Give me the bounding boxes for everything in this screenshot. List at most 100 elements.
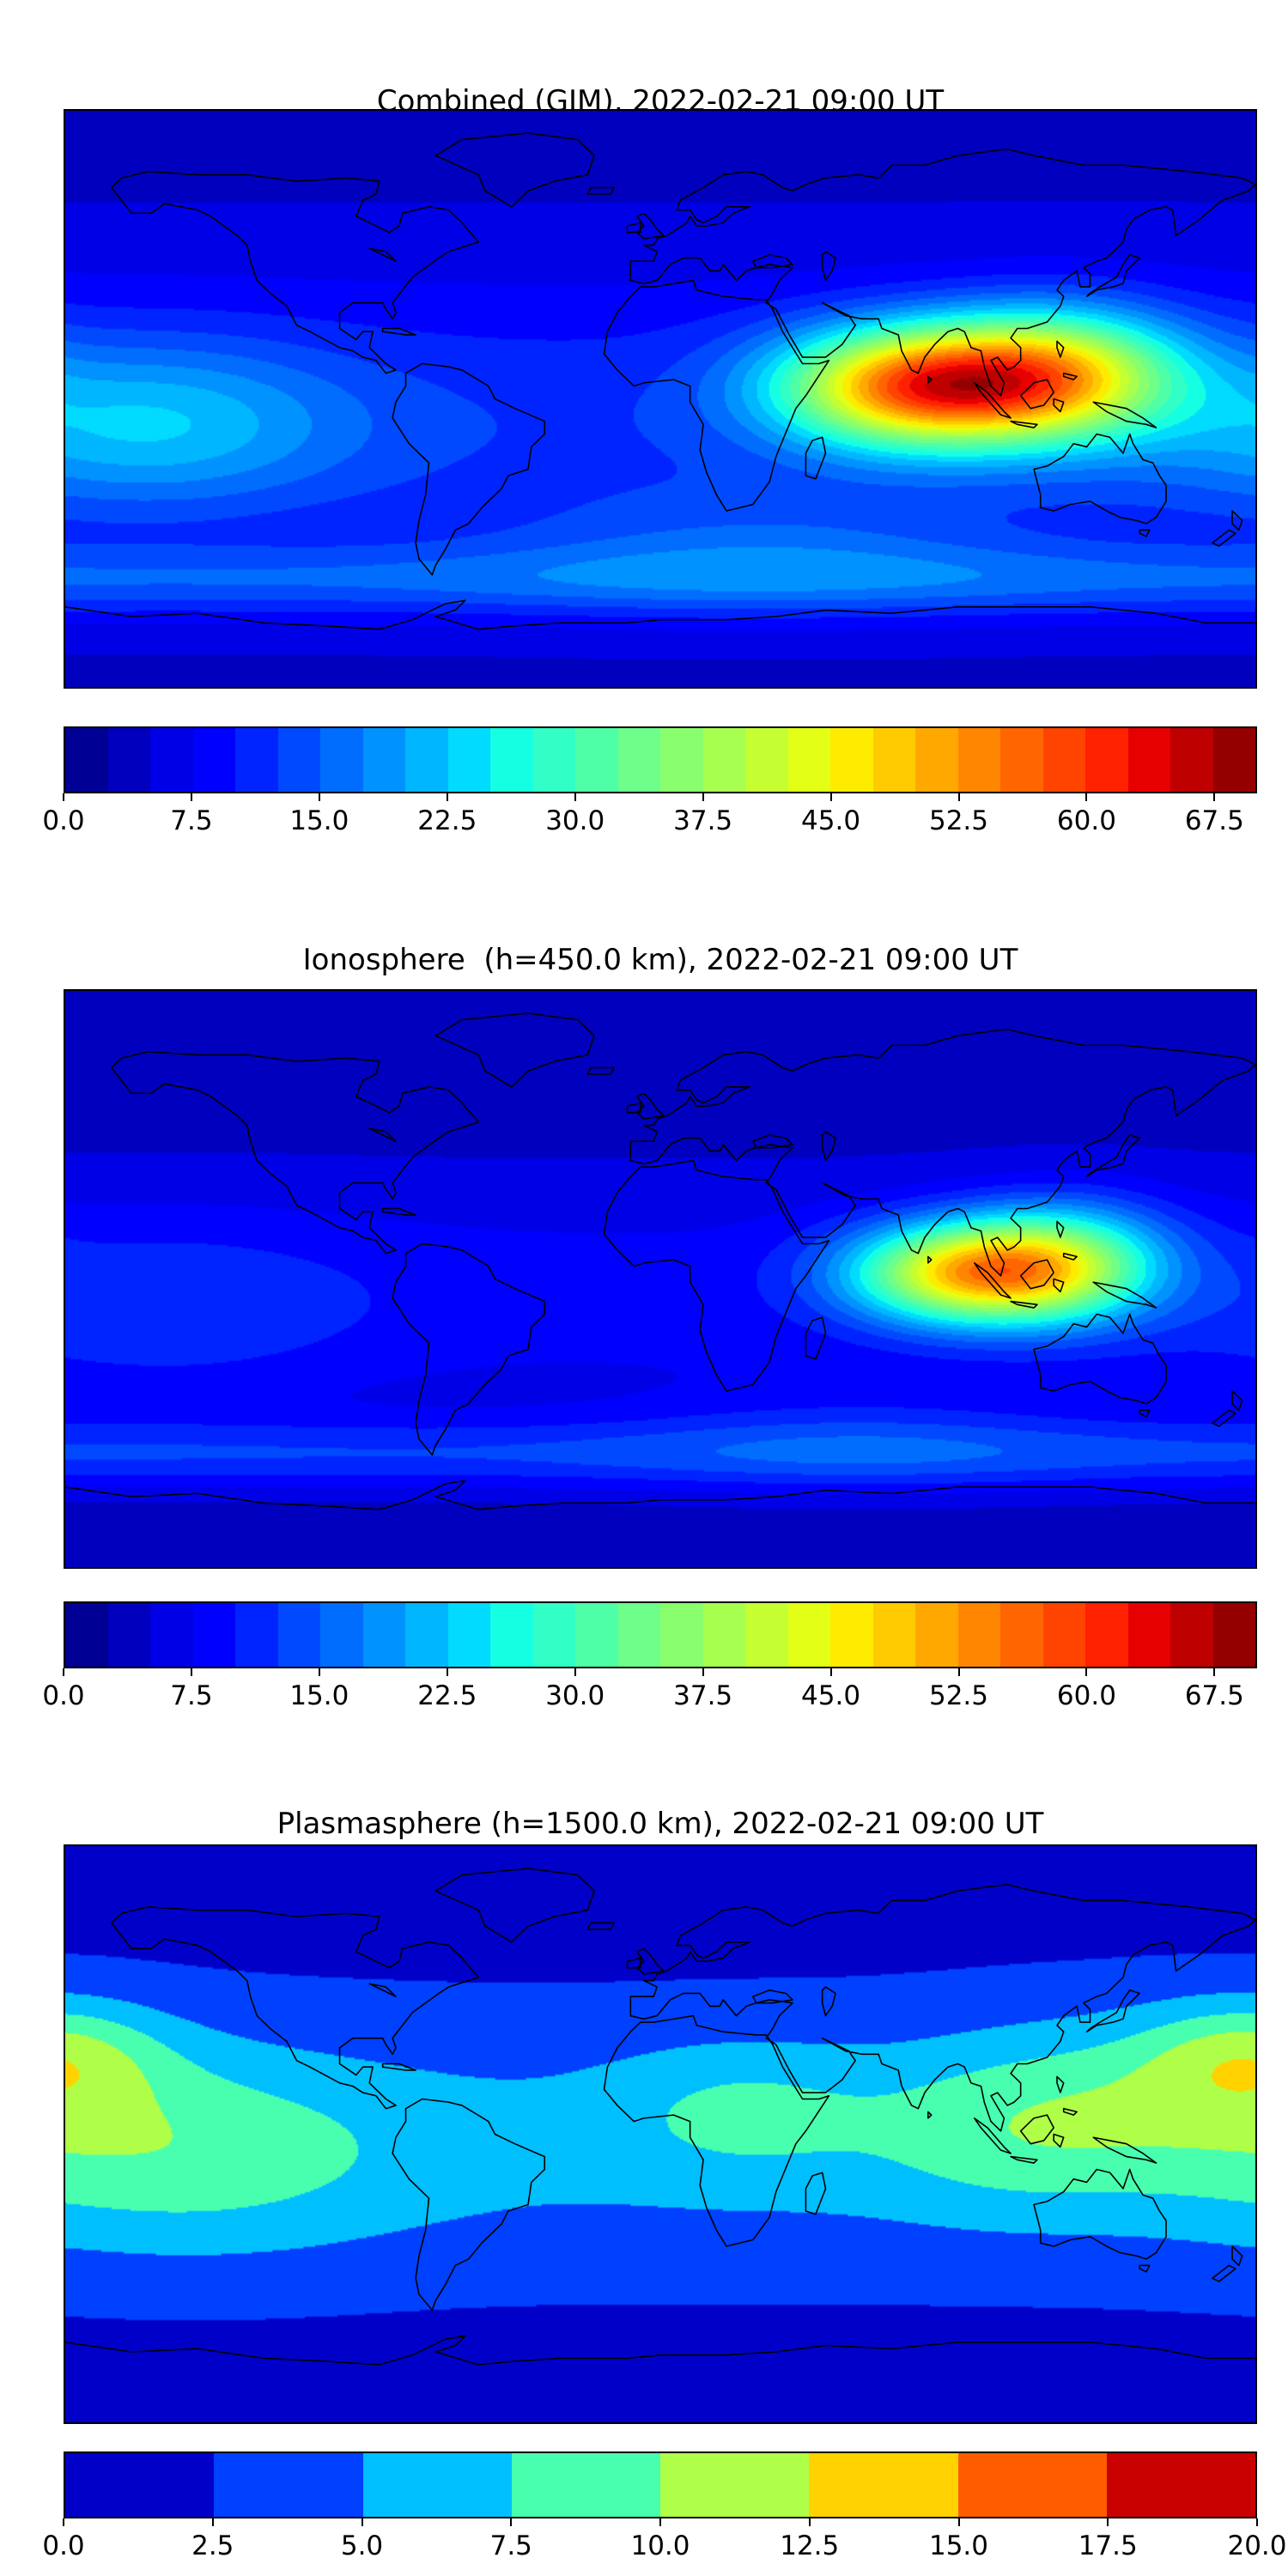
colorbar-tick-label: 7.5 — [170, 805, 213, 836]
colorbar-segment — [1042, 728, 1085, 792]
colorbar-tick-label: 22.5 — [417, 1680, 477, 1711]
colorbar-segment — [192, 728, 235, 792]
colorbar-segment — [235, 1603, 278, 1667]
colorbar-tick-mark — [1256, 2518, 1258, 2526]
world-coastlines — [65, 1846, 1255, 2422]
colorbar-tick-mark — [1085, 793, 1088, 801]
colorbar-segment — [150, 1603, 193, 1667]
colorbar-tick-label: 17.5 — [1078, 2530, 1138, 2561]
colorbar-segment — [660, 1603, 703, 1667]
colorbar-segment — [575, 728, 618, 792]
colorbar-tick-mark — [1107, 2518, 1109, 2526]
tec-map-canvas — [65, 111, 1255, 687]
colorbar-tick-mark — [957, 793, 960, 801]
colorbar-segment — [277, 1603, 320, 1667]
colorbar-tick-labels: 0.0 7.5 15.0 22.5 30.0 37.5 45.0 52.5 60.0 67.5 — [42, 805, 1257, 840]
colorbar-tick-mark — [574, 793, 576, 801]
colorbar-segment — [872, 728, 915, 792]
colorbar-tick-mark — [211, 2518, 214, 2526]
colorbar-segment — [362, 728, 405, 792]
colorbar-segment — [957, 2453, 1107, 2517]
tec-map-canvas — [65, 1846, 1255, 2422]
colorbar-segment — [235, 728, 278, 792]
colorbar-segment — [447, 728, 490, 792]
colorbar-ticks — [63, 793, 1257, 802]
colorbar-tick-label: 30.0 — [545, 805, 605, 836]
panel-title: Plasmasphere (h=1500.0 km), 2022-02-21 0… — [276, 1807, 1044, 1842]
colorbar-ticks — [63, 2518, 1258, 2527]
world-coastlines — [65, 991, 1255, 1567]
colorbar-tick-label: 15.0 — [289, 805, 349, 836]
colorbar-segment — [1127, 728, 1170, 792]
colorbar-segment — [872, 1603, 915, 1667]
colorbar-segment — [745, 1603, 788, 1667]
colorbar-tick-label: 45.0 — [801, 1680, 861, 1711]
colorbar — [64, 1601, 1257, 1668]
colorbar-tick-label: 5.0 — [340, 2530, 384, 2561]
colorbar-tick-mark — [808, 2518, 811, 2526]
colorbar-tick-mark — [659, 2518, 661, 2526]
colorbar-segment — [1212, 1603, 1255, 1667]
colorbar-tick-label: 0.0 — [42, 2530, 85, 2561]
tec-map — [64, 109, 1257, 689]
colorbar-tick-label: 37.5 — [673, 1680, 733, 1711]
colorbar-segment — [320, 1603, 363, 1667]
colorbar-segment — [702, 728, 745, 792]
tec-map-canvas — [65, 991, 1255, 1567]
colorbar-segment — [787, 1603, 830, 1667]
colorbar-tick-mark — [510, 2518, 513, 2526]
colorbar-segment — [1000, 728, 1043, 792]
colorbar-tick-label: 60.0 — [1056, 805, 1116, 836]
colorbar-tick-mark — [63, 2518, 64, 2526]
colorbar-segment — [150, 728, 193, 792]
colorbar-tick-label: 67.5 — [1184, 805, 1244, 836]
colorbar-tick-label: 20.0 — [1227, 2530, 1287, 2561]
colorbar-segment — [660, 728, 703, 792]
colorbar-segment — [511, 2453, 660, 2517]
colorbar-segment — [1170, 1603, 1213, 1667]
colorbar-segment — [660, 2453, 810, 2517]
colorbar-segment — [405, 728, 448, 792]
colorbar-segment — [830, 728, 873, 792]
colorbar-segment — [1085, 1603, 1128, 1667]
colorbar-segment — [490, 728, 533, 792]
colorbar — [64, 726, 1257, 793]
colorbar-segment — [65, 728, 108, 792]
colorbar-segment — [1106, 2453, 1255, 2517]
colorbar-tick-mark — [1085, 1668, 1088, 1676]
colorbar-tick-label: 15.0 — [928, 2530, 989, 2561]
colorbar-tick-label: 0.0 — [42, 805, 85, 836]
colorbar-segment — [575, 1603, 618, 1667]
colorbar-tick-mark — [1213, 1668, 1216, 1676]
colorbar-tick-mark — [318, 1668, 320, 1676]
colorbar-tick-label: 12.5 — [780, 2530, 840, 2561]
colorbar-segment — [1085, 728, 1128, 792]
colorbar-segment — [745, 728, 788, 792]
tec-map — [64, 989, 1257, 1569]
colorbar-segment — [362, 2453, 512, 2517]
colorbar-segment — [915, 1603, 958, 1667]
colorbar-segment — [915, 728, 958, 792]
colorbar-segment — [362, 1603, 405, 1667]
colorbar-segment — [702, 1603, 745, 1667]
colorbar-tick-mark — [446, 1668, 448, 1676]
colorbar-tick-mark — [829, 793, 832, 801]
colorbar-tick-labels: 0.0 7.5 15.0 22.5 30.0 37.5 45.0 52.5 60.0 67.5 — [42, 1680, 1257, 1715]
colorbar-segment — [787, 728, 830, 792]
colorbar-segment — [830, 1603, 873, 1667]
colorbar-tick-label: 30.0 — [545, 1680, 605, 1711]
colorbar-segment — [1127, 1603, 1170, 1667]
colorbar-segment — [65, 1603, 108, 1667]
colorbar-tick-label: 22.5 — [417, 805, 477, 836]
colorbar-segment — [277, 728, 320, 792]
colorbar-tick-mark — [63, 1668, 64, 1676]
colorbar-tick-label: 7.5 — [170, 1680, 213, 1711]
colorbar-tick-mark — [1213, 793, 1216, 801]
colorbar-tick-label: 45.0 — [801, 805, 861, 836]
world-coastlines — [65, 111, 1255, 687]
colorbar-segment — [107, 728, 150, 792]
colorbar-segment — [107, 1603, 150, 1667]
colorbar-tick-label: 7.5 — [489, 2530, 532, 2561]
tec-map — [64, 1844, 1257, 2424]
colorbar-tick-label: 10.0 — [630, 2530, 690, 2561]
